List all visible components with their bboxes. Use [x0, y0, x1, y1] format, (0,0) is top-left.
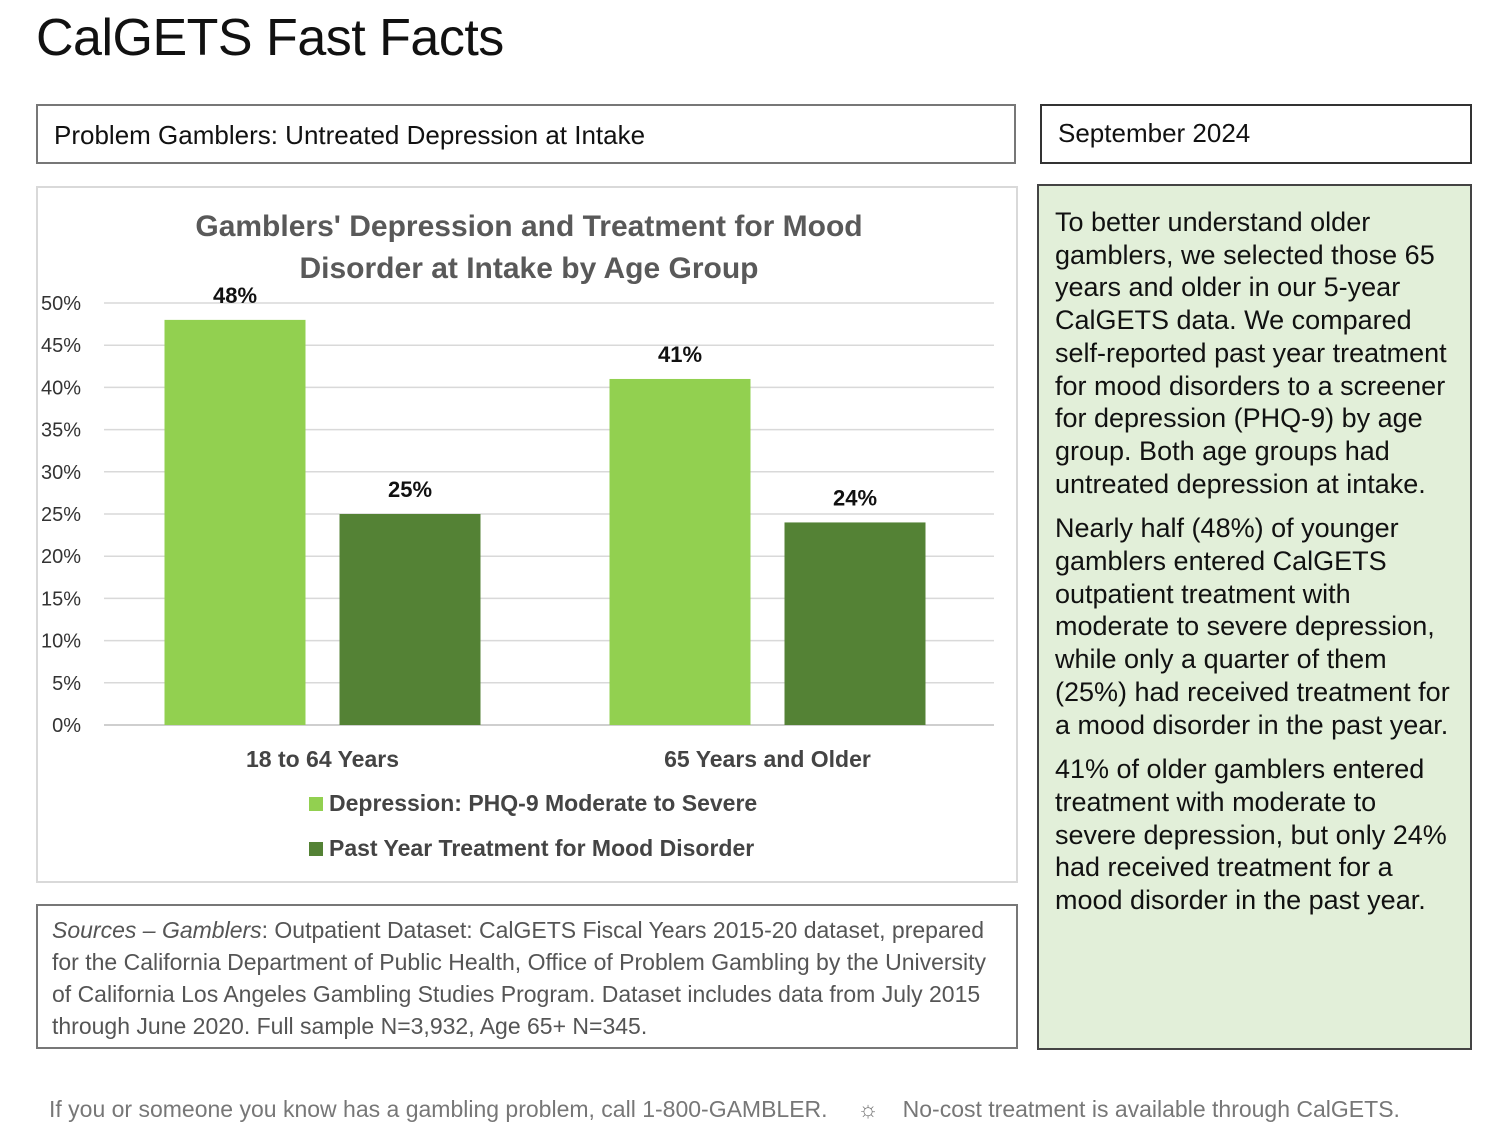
y-tick-label: 35%	[41, 420, 81, 442]
summary-paragraph-3: 41% of older gamblers entered treatment …	[1055, 754, 1447, 916]
legend-swatch	[309, 842, 323, 856]
data-label: 24%	[833, 485, 877, 510]
sources-label: Sources – Gamblers	[52, 917, 262, 943]
y-tick-label: 45%	[41, 335, 81, 357]
y-tick-label: 0%	[52, 715, 81, 737]
date-label: September 2024	[1040, 104, 1472, 164]
legend-swatch	[309, 797, 323, 811]
bar	[784, 522, 926, 725]
footer-helpline-text: If you or someone you know has a gamblin…	[49, 1096, 828, 1122]
sources-text: : Outpatient Dataset: CalGETS Fiscal Yea…	[52, 917, 987, 1039]
sources-note: Sources – Gamblers: Outpatient Dataset: …	[36, 904, 1018, 1049]
x-category-label: 18 to 64 Years	[246, 746, 399, 772]
data-label: 25%	[388, 477, 432, 502]
page-title: CalGETS Fast Facts	[36, 9, 504, 67]
y-tick-label: 30%	[41, 462, 81, 484]
y-tick-label: 15%	[41, 588, 81, 610]
bar-chart: Gamblers' Depression and Treatment for M…	[41, 210, 994, 861]
y-tick-label: 50%	[41, 293, 81, 315]
bar	[164, 319, 306, 725]
sun-icon: ☼	[857, 1096, 879, 1122]
y-tick-label: 20%	[41, 546, 81, 568]
summary-panel: To better understand older gamblers, we …	[1037, 184, 1472, 1050]
bar	[339, 514, 481, 725]
chart-title-line: Gamblers' Depression and Treatment for M…	[195, 210, 862, 243]
x-category-label: 65 Years and Older	[664, 746, 871, 772]
bar	[609, 378, 751, 725]
summary-paragraph-2: Nearly half (48%) of younger gamblers en…	[1055, 513, 1450, 740]
chart-title-line: Disorder at Intake by Age Group	[300, 252, 759, 285]
summary-paragraph-1: To better understand older gamblers, we …	[1055, 207, 1447, 499]
chart-panel: Gamblers' Depression and Treatment for M…	[36, 186, 1018, 883]
footer-treatment-text: No-cost treatment is available through C…	[902, 1096, 1400, 1122]
data-label: 48%	[213, 283, 257, 308]
y-tick-label: 25%	[41, 504, 81, 526]
legend-label: Depression: PHQ-9 Moderate to Severe	[329, 790, 757, 816]
legend-label: Past Year Treatment for Mood Disorder	[329, 835, 754, 861]
page-subtitle: Problem Gamblers: Untreated Depression a…	[36, 104, 1016, 164]
y-tick-label: 5%	[52, 673, 81, 695]
y-tick-label: 40%	[41, 377, 81, 399]
data-label: 41%	[658, 342, 702, 367]
y-tick-label: 10%	[41, 631, 81, 653]
footer: If you or someone you know has a gamblin…	[49, 1096, 1469, 1123]
